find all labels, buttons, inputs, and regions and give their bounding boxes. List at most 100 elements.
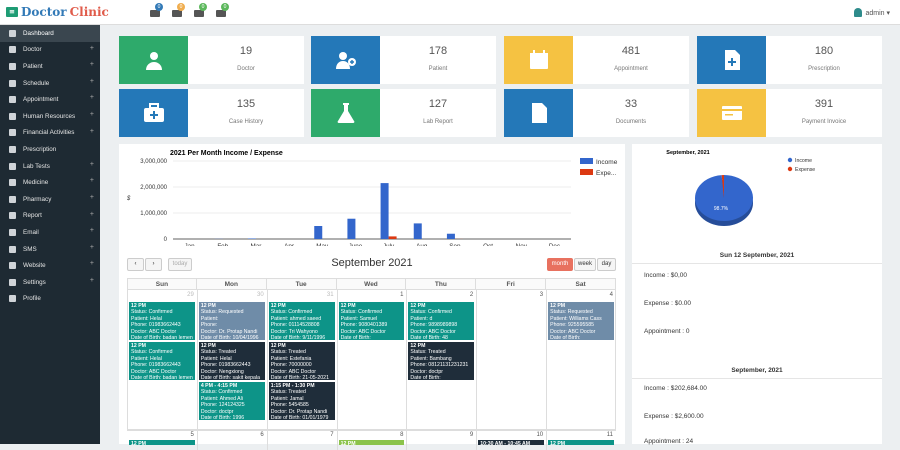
legend-dot (788, 167, 792, 171)
calendar-date-number[interactable]: 30 (197, 292, 264, 298)
sidebar-item-medicine[interactable]: Medicine+ (0, 174, 100, 191)
calendar-week-view-button[interactable]: week (574, 258, 596, 271)
sidebar-item-schedule[interactable]: Schedule+ (0, 75, 100, 92)
calendar-date-number[interactable]: 5 (127, 432, 194, 438)
calendar-date-number[interactable]: 1 (337, 292, 404, 298)
calendar-prev-button[interactable]: ‹ (127, 258, 144, 271)
calendar-date-number[interactable]: 11 (546, 432, 613, 438)
calendar-date-number[interactable]: 3 (476, 292, 543, 298)
income-expense-bar-chart: 2021 Per Month Income / Expense01,000,00… (119, 144, 625, 261)
calendar-column-divider (267, 290, 268, 450)
calendar-date-number[interactable]: 7 (267, 432, 334, 438)
user-menu[interactable]: admin ▾ (854, 8, 890, 17)
sidebar-item-website[interactable]: Website+ (0, 257, 100, 274)
calendar-date-number[interactable]: 31 (267, 292, 334, 298)
calendar-date-number[interactable]: 29 (127, 292, 194, 298)
appointment-event[interactable]: 10:30 AM - 10:45 AM (478, 440, 544, 445)
stat-value: 33 (573, 98, 689, 110)
event-detail: Date of Birth: (341, 335, 403, 340)
file-icon (9, 146, 16, 153)
user-icon[interactable]: 0 (172, 7, 184, 17)
sidebar-item-profile[interactable]: Profile (0, 291, 100, 308)
event-detail: Date of Birth: 9/11/1996 (271, 335, 333, 340)
sidebar-item-patient[interactable]: Patient+ (0, 58, 100, 75)
event-time: 10:30 AM - 10:45 AM (480, 441, 542, 445)
sidebar-item-human-resources[interactable]: Human Resources+ (0, 108, 100, 125)
calendar-day-view-button[interactable]: day (597, 258, 616, 271)
menu-toggle-icon[interactable]: ≡ (6, 7, 18, 17)
sidebar-item-prescription[interactable]: Prescription (0, 141, 100, 158)
clock-icon (9, 80, 16, 87)
stat-value: 180 (766, 45, 882, 57)
gear-icon (9, 279, 16, 286)
event-detail: Date of Birth: 01/01/1979 (271, 415, 333, 420)
bar-income-mar (248, 238, 256, 239)
sidebar-item-pharmacy[interactable]: Pharmacy+ (0, 191, 100, 208)
sidebar-item-lab-tests[interactable]: Lab Tests+ (0, 158, 100, 175)
sidebar-item-appointment[interactable]: Appointment+ (0, 91, 100, 108)
monthly-income: Income : $202,684.00 (632, 385, 882, 392)
calendar-next-button[interactable]: › (145, 258, 162, 271)
legend-label: Income (795, 158, 812, 164)
appointment-event[interactable]: 12 PM (548, 440, 614, 445)
sidebar-item-settings[interactable]: Settings+ (0, 274, 100, 291)
calendar-date-number[interactable]: 4 (546, 292, 613, 298)
bar-chart-title: 2021 Per Month Income / Expense (170, 150, 283, 157)
daily-summary-title: Sun 12 September, 2021 (632, 252, 882, 259)
calendar-date-number[interactable]: 2 (406, 292, 473, 298)
briefcase-icon[interactable]: 0 (194, 7, 206, 17)
sidebar-item-dashboard[interactable]: Dashboard (0, 25, 100, 42)
calendar-icon[interactable]: 0 (216, 7, 228, 17)
stat-label: Appointment (573, 66, 689, 72)
sidebar-item-sms[interactable]: SMS+ (0, 241, 100, 258)
sidebar-item-report[interactable]: Report+ (0, 208, 100, 225)
bar-income-july (381, 183, 389, 239)
stat-label: Case History (188, 119, 304, 125)
daily-expense: Expense : $0.00 (632, 300, 882, 307)
appointment-event[interactable]: 12 PM (129, 440, 195, 445)
expand-icon: + (90, 161, 94, 168)
archive-icon[interactable]: 0 (150, 7, 162, 17)
calendar-month-view-button[interactable]: month (547, 258, 573, 271)
calendar-day-header: Sun (127, 278, 197, 290)
calendar-date-number[interactable]: 6 (197, 432, 264, 438)
sidebar-item-label: Medicine (23, 179, 48, 186)
home-icon (9, 30, 16, 37)
calendar-date-number[interactable]: 10 (476, 432, 543, 438)
appointment-event[interactable]: 12 PM (339, 440, 405, 445)
sidebar-item-doctor[interactable]: Doctor+ (0, 42, 100, 59)
monthly-summary-panel: September, 2021 Income : $202,684.00 Exp… (632, 361, 882, 444)
event-time: 12 PM (341, 441, 403, 445)
brand-logo[interactable]: ≡ Doctor Clinic (6, 5, 109, 19)
calendar-today-button[interactable]: today (168, 258, 192, 271)
calendar-date-number[interactable]: 8 (337, 432, 404, 438)
expand-icon: + (90, 128, 94, 135)
calendar-column-divider (197, 290, 198, 450)
calendar-date-number[interactable]: 9 (406, 432, 473, 438)
globe-icon (9, 262, 16, 269)
sidebar-item-label: Website (23, 262, 46, 269)
bar-income-june (347, 219, 355, 239)
sidebar-item-email[interactable]: Email+ (0, 224, 100, 241)
sidebar-item-financial-activities[interactable]: Financial Activities+ (0, 125, 100, 142)
